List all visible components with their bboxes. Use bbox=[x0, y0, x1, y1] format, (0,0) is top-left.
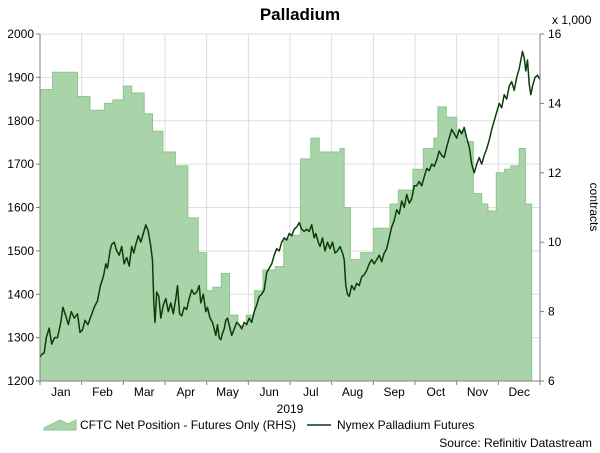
x-tick-label: Jul bbox=[303, 385, 318, 399]
left-tick-label: 1700 bbox=[7, 157, 34, 171]
right-axis-multiplier: x 1,000 bbox=[552, 13, 592, 27]
cftc-net-position-area bbox=[39, 71, 533, 382]
legend-area-swatch bbox=[43, 419, 77, 431]
legend-label-cftc: CFTC Net Position - Futures Only (RHS) bbox=[80, 418, 296, 432]
left-tick-label: 1300 bbox=[7, 331, 34, 345]
right-tick-label: 10 bbox=[548, 235, 562, 249]
legend-label-palladium: Nymex Palladium Futures bbox=[337, 418, 474, 432]
x-tick-label: May bbox=[216, 385, 239, 399]
x-tick-label: Feb bbox=[92, 385, 113, 399]
left-tick-label: 2000 bbox=[7, 27, 34, 41]
right-tick-label: 14 bbox=[548, 96, 562, 110]
x-tick-label: Aug bbox=[342, 385, 363, 399]
left-axis-ticks: 1200 1300 1400 1500 1600 1700 1800 1900 2000 bbox=[7, 27, 40, 388]
cftc-area-layer bbox=[39, 71, 533, 382]
x-tick-label: Dec bbox=[508, 385, 529, 399]
x-axis-ticks: Jan Feb Mar Apr May Jun Jul Aug Sep Oct Nov Dec bbox=[39, 381, 541, 399]
palladium-line-layer bbox=[39, 50, 541, 358]
chart-title: Palladium bbox=[260, 5, 340, 24]
left-tick-label: 1600 bbox=[7, 201, 34, 215]
palladium-futures-line bbox=[39, 50, 541, 358]
legend-item-cftc: CFTC Net Position - Futures Only (RHS) bbox=[43, 418, 296, 432]
right-axis-label: contracts bbox=[587, 183, 600, 232]
x-tick-label: Nov bbox=[467, 385, 488, 399]
legend: CFTC Net Position - Futures Only (RHS) N… bbox=[43, 418, 474, 432]
left-tick-label: 1900 bbox=[7, 70, 34, 84]
x-tick-label: Oct bbox=[426, 385, 445, 399]
left-tick-label: 1800 bbox=[7, 114, 34, 128]
right-tick-label: 6 bbox=[548, 374, 555, 388]
right-tick-label: 16 bbox=[548, 27, 562, 41]
right-axis-ticks: 6 8 10 12 14 16 bbox=[540, 27, 562, 388]
left-tick-label: 1200 bbox=[7, 374, 34, 388]
x-tick-label: Apr bbox=[176, 385, 195, 399]
x-tick-label: Sep bbox=[383, 385, 405, 399]
x-tick-label: Mar bbox=[134, 385, 155, 399]
right-tick-label: 8 bbox=[548, 305, 555, 319]
x-axis-year-label: 2019 bbox=[277, 402, 304, 416]
left-tick-label: 1500 bbox=[7, 244, 34, 258]
x-tick-label: Jun bbox=[259, 385, 278, 399]
legend-item-palladium: Nymex Palladium Futures bbox=[307, 418, 474, 432]
right-tick-label: 12 bbox=[548, 166, 562, 180]
x-tick-label: Jan bbox=[51, 385, 70, 399]
left-tick-label: 1400 bbox=[7, 287, 34, 301]
source-note: Source: Refinitiv Datastream bbox=[439, 436, 592, 450]
